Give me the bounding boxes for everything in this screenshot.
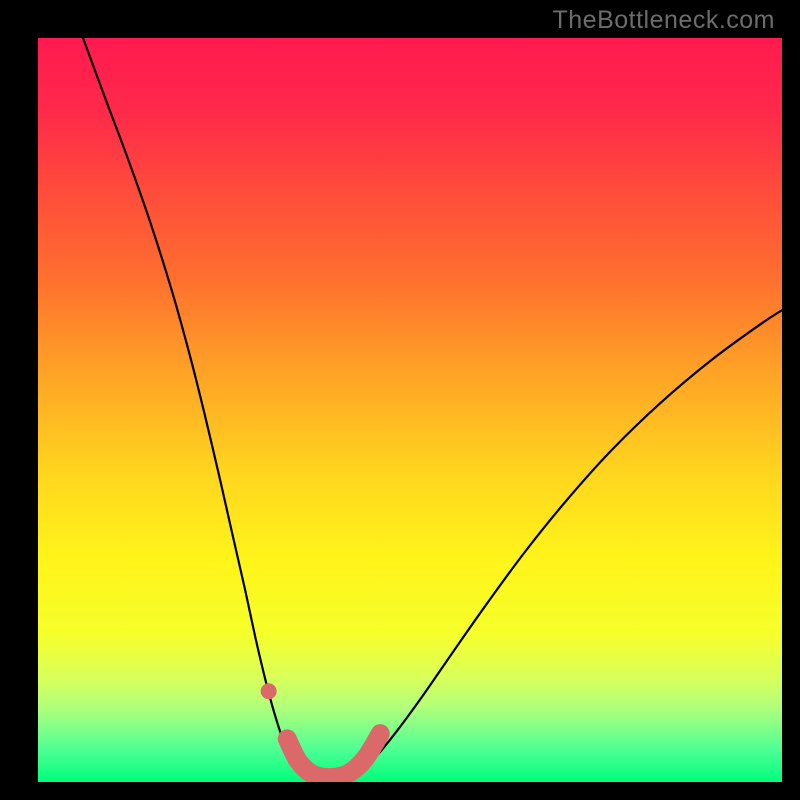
gradient-background [38, 38, 782, 782]
chart-plot-area [38, 38, 782, 782]
watermark-label: TheBottleneck.com [553, 6, 776, 35]
highlight-marker [261, 683, 277, 699]
chart-svg [38, 38, 782, 782]
stage: TheBottleneck.com [0, 0, 800, 800]
